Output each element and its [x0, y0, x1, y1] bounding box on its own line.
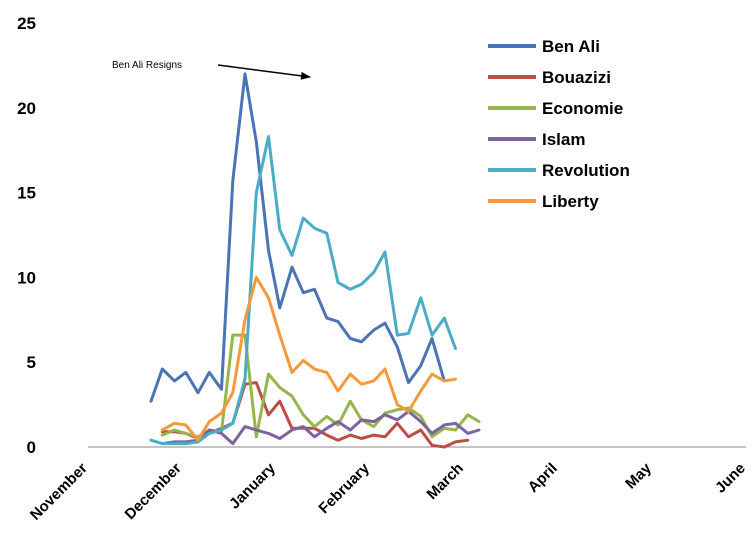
- series-line-revolution: [149, 135, 457, 446]
- series-line-ben-ali: [149, 72, 446, 403]
- x-tick-label: January: [226, 459, 279, 512]
- y-tick-label: 25: [17, 14, 36, 33]
- x-tick-label: June: [712, 460, 749, 497]
- y-tick-label: 20: [17, 99, 36, 118]
- y-tick-label: 0: [27, 438, 36, 457]
- x-tick-label: February: [315, 459, 373, 517]
- y-tick-label: 5: [27, 353, 36, 372]
- legend-label: Economie: [542, 99, 623, 118]
- series-line-liberty: [160, 275, 457, 442]
- x-tick-label: November: [27, 460, 91, 524]
- series-line-islam: [160, 409, 481, 446]
- x-tick-label: April: [525, 460, 561, 496]
- legend-label: Bouazizi: [542, 68, 611, 87]
- annotation-label: Ben Ali Resigns: [112, 60, 182, 71]
- x-tick-label: May: [622, 459, 655, 492]
- legend-label: Ben Ali: [542, 37, 600, 56]
- x-tick-label: December: [122, 460, 185, 523]
- y-tick-label: 15: [17, 184, 36, 203]
- legend-label: Revolution: [542, 161, 630, 180]
- axis-layer: 0 5 10 15 20 25 November December January Februar…: [17, 14, 749, 524]
- annotation-layer: Ben Ali Resigns: [112, 60, 311, 80]
- x-tick-label: March: [424, 460, 467, 503]
- y-tick-label: 10: [17, 268, 36, 287]
- annotation-arrow: [217, 64, 311, 80]
- chart-legend: Ben Ali Bouazizi Economie Islam Revolution Li…: [488, 37, 630, 211]
- legend-label: Liberty: [542, 192, 599, 211]
- series-layer: [149, 72, 481, 449]
- legend-label: Islam: [542, 130, 585, 149]
